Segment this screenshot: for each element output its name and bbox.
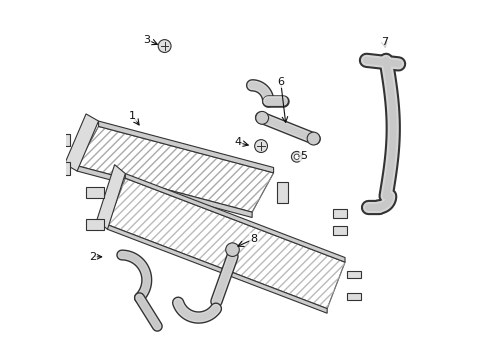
Polygon shape <box>347 293 361 300</box>
Polygon shape <box>333 208 347 217</box>
Text: 5: 5 <box>300 151 307 161</box>
Polygon shape <box>56 134 70 146</box>
Polygon shape <box>56 162 70 175</box>
Polygon shape <box>98 121 273 173</box>
Circle shape <box>294 154 299 159</box>
Polygon shape <box>97 165 125 229</box>
Text: 7: 7 <box>381 37 388 48</box>
Polygon shape <box>333 226 347 235</box>
Text: 2: 2 <box>89 252 96 262</box>
Circle shape <box>256 111 269 124</box>
Polygon shape <box>77 166 252 217</box>
Polygon shape <box>77 126 273 212</box>
Circle shape <box>158 40 171 53</box>
Polygon shape <box>347 271 361 278</box>
Circle shape <box>226 243 239 256</box>
Polygon shape <box>107 178 345 309</box>
Polygon shape <box>125 174 345 262</box>
Polygon shape <box>107 225 327 313</box>
Polygon shape <box>65 114 98 171</box>
Polygon shape <box>86 187 104 198</box>
Circle shape <box>307 132 320 145</box>
Polygon shape <box>277 182 288 203</box>
Circle shape <box>255 140 268 153</box>
Text: 6: 6 <box>277 77 284 87</box>
Text: 4: 4 <box>234 138 242 148</box>
Text: 8: 8 <box>250 234 257 244</box>
Text: 3: 3 <box>143 35 150 45</box>
Polygon shape <box>86 219 104 230</box>
Circle shape <box>292 152 302 162</box>
Text: 1: 1 <box>129 111 136 121</box>
